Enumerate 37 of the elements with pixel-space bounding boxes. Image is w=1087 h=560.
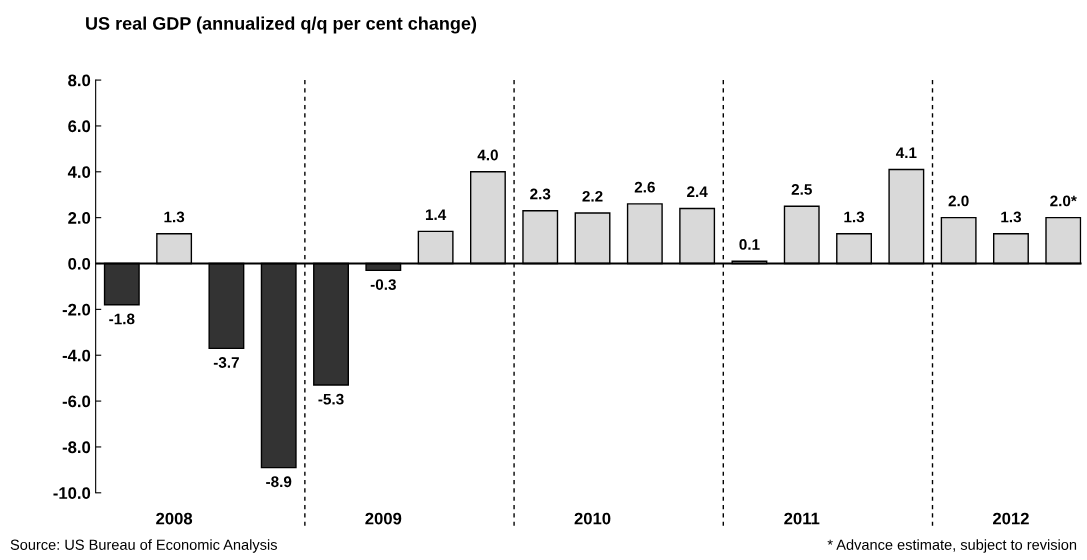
data-label: 2.0* (1050, 195, 1077, 207)
y-tick-label: -8.0 (62, 441, 91, 454)
y-tick-label: -4.0 (62, 349, 91, 362)
y-tick-label: 4.0 (67, 166, 91, 178)
data-label: 0.1 (739, 239, 760, 250)
data-label: 4.1 (895, 147, 917, 158)
data-label: 2.5 (791, 184, 812, 195)
y-tick-label: 0.0 (68, 257, 91, 270)
data-label: 4.0 (477, 149, 498, 161)
data-label: 2.6 (634, 181, 655, 193)
x-tick-label: 2008 (156, 512, 193, 525)
x-tick-label: 2011 (784, 512, 820, 525)
data-label: -0.3 (370, 279, 396, 290)
data-label: 2.4 (687, 186, 708, 197)
data-label: -5.3 (318, 393, 344, 405)
data-label: 2.0 (948, 195, 969, 207)
chart-subtitle: US real GDP (annualized q/q per cent change) (86, 16, 477, 34)
y-tick-label: 2.0 (68, 212, 91, 224)
x-tick-label: 2009 (365, 512, 402, 525)
data-label: -8.9 (266, 476, 292, 488)
source-note: Source: US Bureau of Economic Analysis (10, 539, 277, 553)
data-label: 2.3 (530, 188, 551, 200)
data-label: 1.3 (164, 211, 185, 223)
text: * Advance estimate, subject to revision (827, 539, 1077, 553)
y-tick-label: 8.0 (68, 74, 91, 87)
y-tick-label: -6.0 (62, 395, 91, 408)
y-tick-label: 6.0 (68, 120, 91, 133)
data-label: -3.7 (213, 357, 239, 368)
data-label: 1.3 (1001, 211, 1022, 223)
x-tick-label: 2010 (574, 512, 611, 525)
data-label: 1.4 (425, 209, 447, 220)
data-label: -1.8 (109, 313, 135, 325)
data-label: 2.2 (582, 190, 603, 202)
x-tick-label: 2012 (993, 512, 1029, 525)
data-label: 1.3 (844, 211, 865, 223)
y-tick-label: -10.0 (53, 487, 91, 499)
y-tick-label: -2.0 (62, 303, 91, 316)
